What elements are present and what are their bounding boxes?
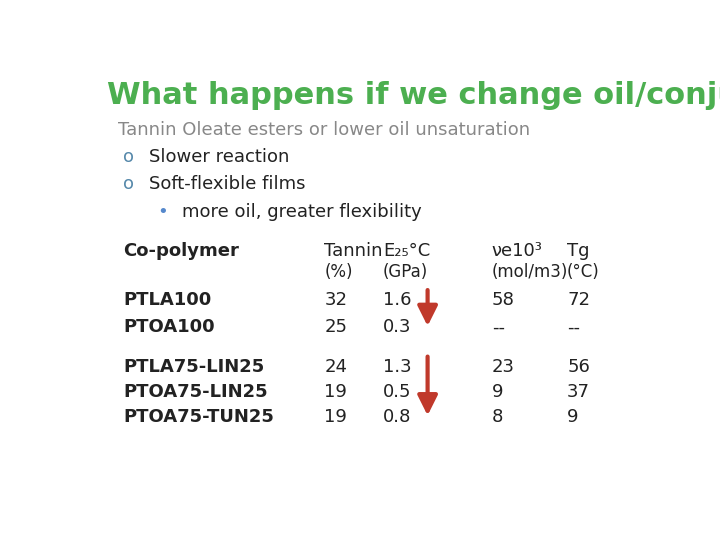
Text: Soft-flexible films: Soft-flexible films	[148, 175, 305, 193]
Text: (%): (%)	[324, 263, 353, 281]
Text: 24: 24	[324, 358, 347, 376]
Text: o: o	[124, 148, 135, 166]
Text: (°C): (°C)	[567, 263, 600, 281]
Text: PTOA75-TUN25: PTOA75-TUN25	[124, 408, 274, 426]
Text: Co-polymer: Co-polymer	[124, 241, 239, 260]
Text: Slower reaction: Slower reaction	[148, 148, 289, 166]
Text: E₂₅°C: E₂₅°C	[383, 241, 431, 260]
Text: •: •	[157, 203, 168, 221]
Text: PTOA75-LIN25: PTOA75-LIN25	[124, 383, 268, 401]
Text: PTLA100: PTLA100	[124, 292, 212, 309]
Text: 9: 9	[492, 383, 503, 401]
Text: 58: 58	[492, 292, 515, 309]
Text: 9: 9	[567, 408, 579, 426]
Text: PTOA100: PTOA100	[124, 319, 215, 336]
Text: 1.3: 1.3	[383, 358, 412, 376]
Text: 23: 23	[492, 358, 515, 376]
Text: Tannin Oleate esters or lower oil unsaturation: Tannin Oleate esters or lower oil unsatu…	[118, 121, 530, 139]
Text: 25: 25	[324, 319, 347, 336]
Text: 0.3: 0.3	[383, 319, 411, 336]
Text: 0.5: 0.5	[383, 383, 411, 401]
Text: (GPa): (GPa)	[383, 263, 428, 281]
Text: 32: 32	[324, 292, 347, 309]
Text: --: --	[567, 319, 580, 336]
Text: 1.6: 1.6	[383, 292, 411, 309]
Text: 0.8: 0.8	[383, 408, 411, 426]
Text: Tg: Tg	[567, 241, 590, 260]
Text: --: --	[492, 319, 505, 336]
Text: 8: 8	[492, 408, 503, 426]
Text: Tannin: Tannin	[324, 241, 383, 260]
Text: 19: 19	[324, 383, 347, 401]
Text: (mol/m3): (mol/m3)	[492, 263, 568, 281]
Text: 72: 72	[567, 292, 590, 309]
Text: more oil, greater flexibility: more oil, greater flexibility	[182, 203, 422, 221]
Text: What happens if we change oil/conjugate ?: What happens if we change oil/conjugate …	[107, 82, 720, 111]
Text: o: o	[124, 175, 135, 193]
Text: 56: 56	[567, 358, 590, 376]
Text: PTLA75-LIN25: PTLA75-LIN25	[124, 358, 265, 376]
Text: 19: 19	[324, 408, 347, 426]
Text: νe10³: νe10³	[492, 241, 543, 260]
Text: 37: 37	[567, 383, 590, 401]
